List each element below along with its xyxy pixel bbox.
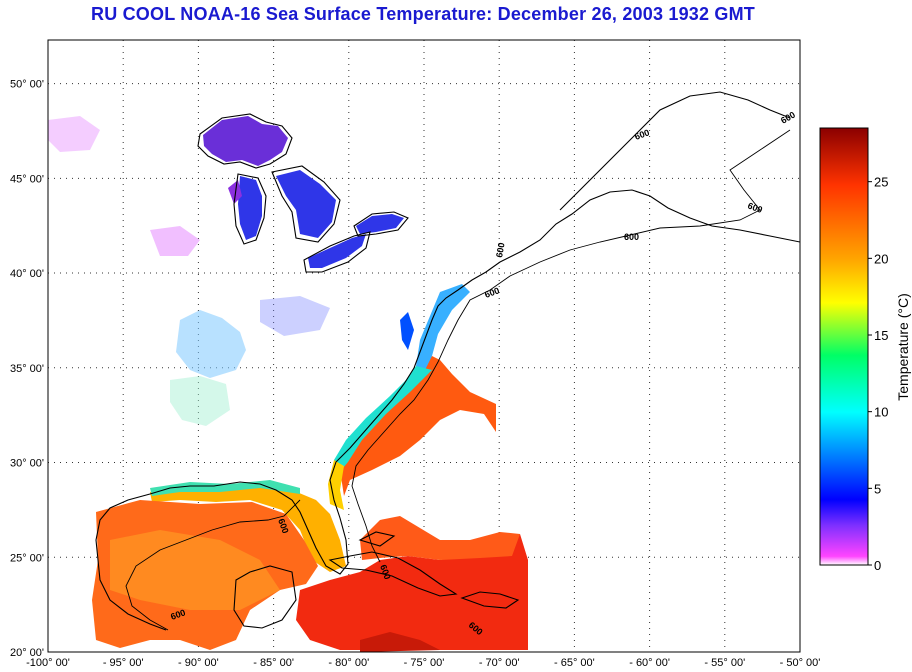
isobath-label: 600 bbox=[624, 232, 639, 242]
lat-tick-label: 30° 00' bbox=[10, 458, 44, 470]
bahamas-area bbox=[360, 516, 520, 560]
colorbar-tick-label: 25 bbox=[874, 175, 888, 190]
lake-ontario bbox=[356, 214, 404, 234]
cuba bbox=[328, 551, 458, 597]
lake-erie bbox=[308, 234, 366, 268]
map-frame bbox=[47, 39, 801, 653]
isobath-label: 600 bbox=[779, 110, 797, 126]
lon-tick-label: - 65° 00' bbox=[554, 657, 595, 669]
gulf-cold-coast bbox=[150, 480, 300, 496]
ontario-shore bbox=[353, 211, 409, 237]
coastlines bbox=[95, 91, 800, 631]
isobath-label: 600 bbox=[169, 607, 187, 622]
chesapeake bbox=[400, 312, 414, 350]
gulf-stream-core bbox=[340, 356, 496, 496]
map-title: RU COOL NOAA-16 Sea Surface Temperature:… bbox=[91, 4, 755, 24]
isobath-label: 600 bbox=[633, 127, 651, 142]
shelf-florida bbox=[328, 460, 344, 510]
superior-shore bbox=[197, 113, 293, 169]
colorbar-label: Temperature (°C) bbox=[895, 293, 911, 401]
longitude-axis: -100° 00' - 95° 00' - 90° 00' - 85° 00' - 80… bbox=[26, 657, 820, 669]
colorbar-tick-label: 15 bbox=[874, 328, 888, 343]
hispaniola bbox=[460, 591, 520, 609]
lat-tick-label: 25° 00' bbox=[10, 552, 44, 564]
colorbar-tick-label: 5 bbox=[874, 481, 881, 496]
gulf-north-shelf bbox=[150, 484, 346, 572]
lon-tick-label: - 80° 00' bbox=[328, 657, 369, 669]
caribbean-south-dark bbox=[360, 632, 440, 652]
shelf-mid bbox=[334, 366, 432, 474]
isobath-label: 600 bbox=[746, 200, 764, 215]
michigan-shore bbox=[233, 173, 267, 245]
huron-shore bbox=[271, 165, 341, 243]
colorbar-tick-label: 10 bbox=[874, 405, 888, 420]
east-coast bbox=[95, 189, 800, 631]
isobath-label: 600 bbox=[378, 563, 393, 581]
lon-tick-label: - 95° 00' bbox=[103, 657, 144, 669]
great-lakes-sst bbox=[203, 116, 404, 268]
colorbar-gradient bbox=[819, 127, 869, 566]
lon-tick-label: - 85° 00' bbox=[253, 657, 294, 669]
colorbar: 25 20 15 10 5 0 Temperature (°C) bbox=[819, 127, 911, 573]
isobath-label: 600 bbox=[483, 285, 501, 300]
colorbar-ticks: 25 20 15 10 5 0 bbox=[868, 175, 888, 573]
isobath-label: 600 bbox=[494, 242, 506, 259]
lon-tick-label: - 50° 00' bbox=[780, 657, 821, 669]
yucatan bbox=[233, 565, 297, 629]
lake-green-bay bbox=[228, 180, 242, 204]
isobath-label: 600 bbox=[276, 517, 291, 535]
latitude-axis: 50° 00' 45° 00' 40° 00' 35° 00' 30° 00' 25° 0… bbox=[10, 79, 44, 659]
lon-tick-label: - 70° 00' bbox=[479, 657, 520, 669]
lon-tick-label: - 60° 00' bbox=[629, 657, 670, 669]
lake-superior bbox=[203, 116, 288, 166]
gulf-of-mexico-sst bbox=[92, 480, 346, 650]
gulf-st-lawrence bbox=[559, 91, 791, 211]
lat-tick-label: 50° 00' bbox=[10, 79, 44, 91]
lon-tick-label: - 75° 00' bbox=[404, 657, 445, 669]
lon-tick-label: -100° 00' bbox=[26, 657, 70, 669]
caribbean-sst bbox=[296, 516, 528, 652]
shelf-north bbox=[416, 284, 470, 372]
lat-tick-label: 35° 00' bbox=[10, 363, 44, 375]
colorbar-tick-label: 0 bbox=[874, 558, 881, 573]
colorbar-tick-label: 20 bbox=[874, 251, 888, 266]
caribbean-main bbox=[296, 534, 528, 650]
lat-tick-label: 40° 00' bbox=[10, 268, 44, 280]
lon-tick-label: - 55° 00' bbox=[704, 657, 745, 669]
isobath-600 bbox=[125, 129, 791, 631]
gulf-stream-sst bbox=[328, 284, 496, 510]
lake-michigan bbox=[238, 176, 262, 240]
lat-tick-label: 45° 00' bbox=[10, 173, 44, 185]
florida-keys bbox=[358, 531, 396, 547]
lake-huron bbox=[276, 170, 336, 238]
gulf-inner-warm bbox=[110, 530, 280, 610]
erie-shore bbox=[303, 231, 371, 273]
inland-scatter bbox=[48, 116, 330, 426]
lon-tick-label: - 90° 00' bbox=[178, 657, 219, 669]
lat-tick-label: 20° 00' bbox=[10, 647, 44, 659]
